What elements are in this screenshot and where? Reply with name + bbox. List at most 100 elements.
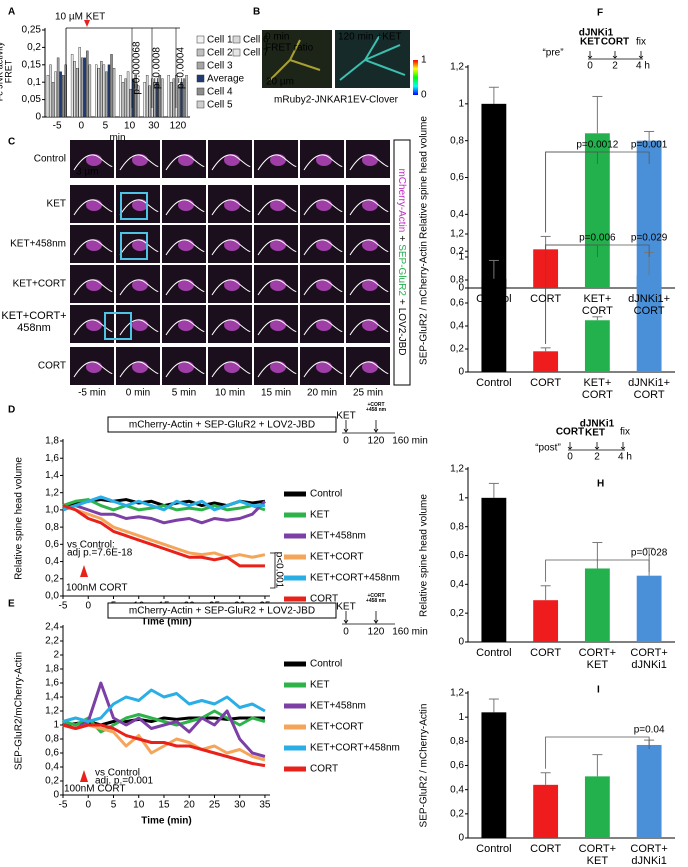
x-axis-title: Time (min): [141, 816, 191, 827]
y-tick-label: 0,6: [45, 748, 59, 759]
spine-outline: [73, 154, 113, 171]
x-tick-label: 25: [209, 800, 221, 811]
p-value: p=0.001: [631, 140, 668, 151]
bracket: [545, 736, 650, 769]
bar: [172, 78, 176, 118]
spine-outline: [211, 199, 251, 216]
legend-label: Control: [310, 659, 342, 670]
p-value: p=0.0012: [576, 140, 618, 151]
x-tick-label: 20: [184, 800, 196, 811]
p-value: p=0.000068: [132, 41, 143, 95]
spine-outline: [303, 279, 343, 296]
y-tick-label: 1,4: [45, 470, 59, 481]
y-axis-title: Fc JNK activity FRET: [0, 41, 14, 101]
bar: [126, 71, 130, 118]
title-box: [107, 416, 337, 433]
bar: [51, 81, 55, 118]
bar: [481, 497, 507, 642]
bar: [636, 275, 662, 372]
legend-label: Cell 5: [207, 100, 233, 111]
y-tick-label: 1,2: [450, 62, 464, 73]
legend-label: KET+CORT+458nm: [310, 743, 400, 754]
bar: [95, 64, 98, 118]
y-tick-label: 1,8: [45, 664, 59, 675]
y-tick-label: 0,8: [450, 736, 464, 747]
channel-part: +: [396, 235, 407, 241]
bar: [83, 57, 87, 118]
arrow: [373, 611, 379, 624]
legend-swatch: [196, 61, 205, 70]
panel-b-text: 0 min: [265, 32, 289, 43]
bar: [180, 81, 183, 118]
y-tick-label: 1,6: [45, 453, 59, 464]
x-tick-label: 0: [85, 800, 91, 811]
y-axis-title: Relative spine head volume: [419, 116, 430, 239]
series-line: [62, 688, 266, 723]
highlight-box: [120, 192, 148, 220]
spine-outline: [165, 319, 205, 336]
bar: [81, 57, 84, 118]
spine-outline: [165, 239, 205, 256]
y-tick-label: 0,6: [450, 298, 464, 309]
legend-label: KET+CORT: [310, 722, 363, 733]
y-tick-label: 0: [458, 283, 464, 294]
bar: [481, 103, 507, 288]
highlight-box: [120, 232, 148, 260]
spine-outline: [257, 279, 297, 296]
bar: [46, 75, 50, 118]
y-tick-label: 1: [458, 492, 464, 503]
y-tick-label: 0,8: [45, 734, 59, 745]
legend-label: Cell 4: [207, 87, 233, 98]
series-line: [62, 723, 266, 762]
schematic-text: 2: [594, 452, 600, 463]
bar: [136, 85, 140, 118]
y-tick-label: 0,2: [450, 808, 464, 819]
annotation: 100nM CORT: [64, 784, 126, 795]
schematic-text: +CORT +458 nm: [365, 593, 387, 605]
schematic-text: KET: [336, 411, 355, 422]
y-tick-label: 1,2: [45, 487, 59, 498]
legend-label: KET+CORT: [310, 552, 363, 563]
neuron: [339, 34, 406, 81]
schematic-text: KET: [336, 602, 355, 613]
y-tick-label: 0,8: [450, 135, 464, 146]
series-line: [62, 495, 265, 512]
series-line: [62, 504, 265, 568]
panel-letter: F: [597, 8, 603, 19]
spine-outline: [303, 319, 343, 336]
panel-letter: H: [597, 479, 604, 490]
x-tick-label: CORT: [530, 293, 562, 305]
bracket: [545, 559, 650, 582]
arrow: [612, 51, 618, 59]
legend-label: Cell 7: [243, 48, 269, 59]
y-tick-label: 0: [458, 833, 464, 844]
x-tick-label: 10: [133, 800, 145, 811]
bar: [156, 81, 159, 118]
x-tick-label: -5: [59, 601, 68, 612]
x-tick-label: Control: [476, 843, 512, 855]
spine-outline: [165, 154, 205, 171]
bracket: [545, 151, 650, 233]
spine-outline: [211, 319, 251, 336]
bar: [158, 75, 162, 118]
x-axis-title: Time (min): [141, 617, 191, 628]
x-tick-label: 120: [170, 121, 187, 132]
bar: [56, 57, 60, 118]
colorbar: [413, 60, 418, 95]
x-tick-label: 5: [111, 800, 117, 811]
schematic-text: CORT: [601, 37, 629, 48]
spine-outline: [211, 279, 251, 296]
series-line: [62, 723, 266, 768]
bar: [177, 85, 181, 118]
y-tick-label: 0,4: [450, 321, 464, 332]
spine-outline: [165, 199, 205, 216]
y-tick-label: 0: [53, 790, 59, 801]
bar: [636, 744, 662, 838]
column-label: 0 min: [126, 388, 150, 399]
bar: [97, 68, 101, 118]
channel-part: +: [396, 299, 407, 305]
bar: [584, 776, 610, 838]
channel-label: mCherry-Actin + SEP-GluR2 + LOV2-JBD: [396, 168, 407, 355]
schematic-text: 0: [567, 452, 573, 463]
y-tick-label: 0: [35, 112, 41, 123]
